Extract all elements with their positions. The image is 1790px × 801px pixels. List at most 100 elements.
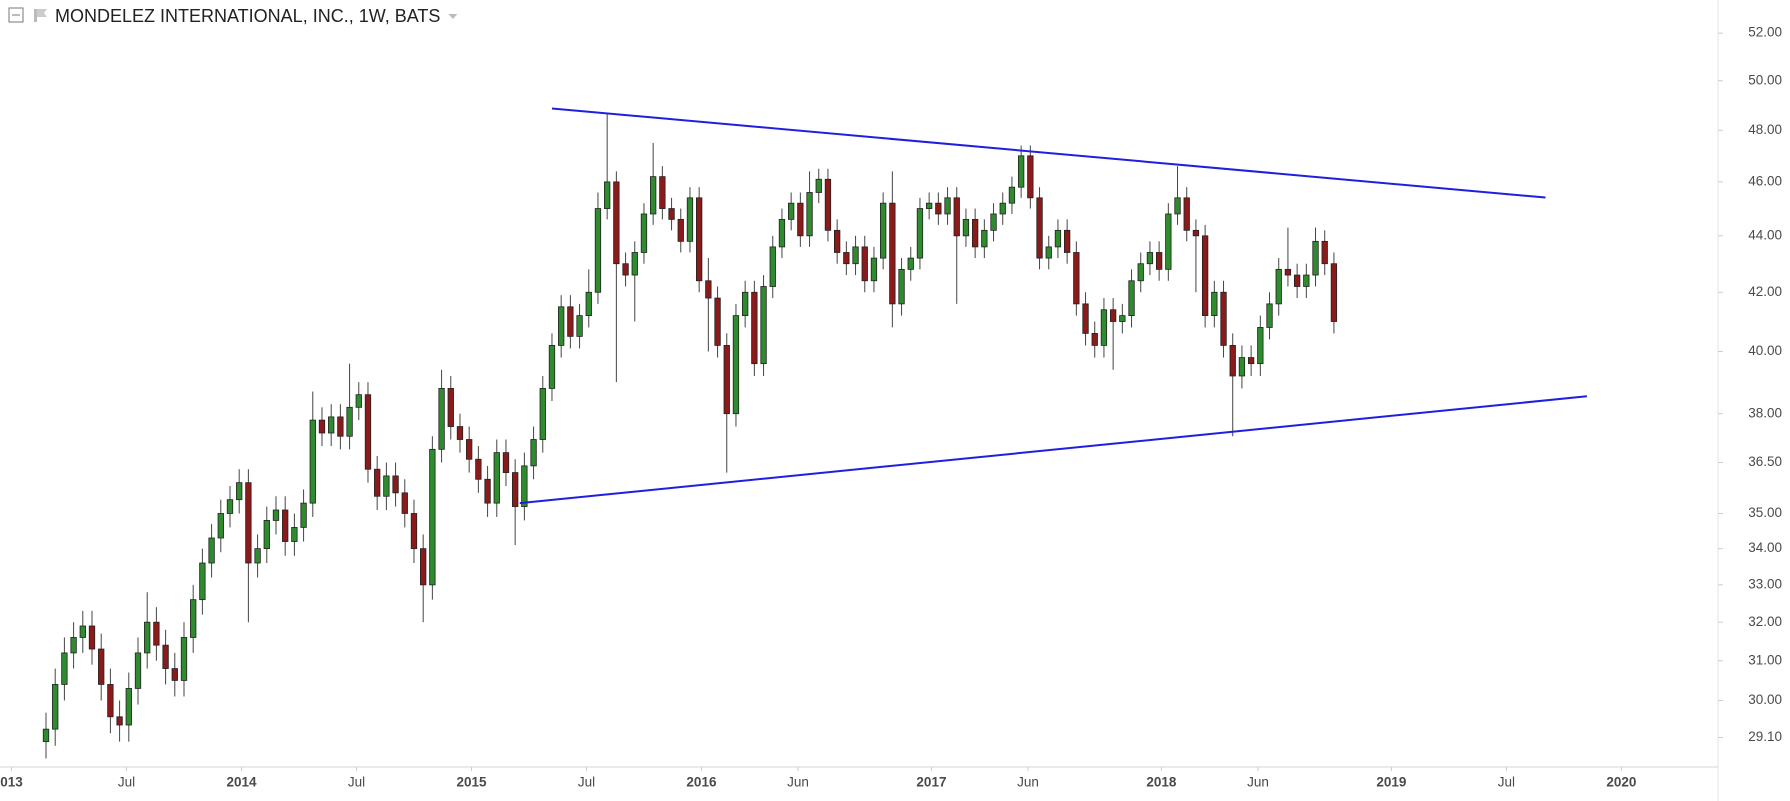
candle-body (788, 202, 795, 220)
candle-body (1211, 291, 1218, 317)
candle-body (585, 291, 592, 317)
x-tick-label: 2019 (1376, 775, 1406, 790)
dropdown-caret[interactable] (448, 14, 458, 19)
y-tick-label: 33.00 (1748, 576, 1782, 591)
candle-body (1238, 357, 1246, 377)
candle-body (604, 181, 611, 209)
x-tick-label: 2020 (1606, 775, 1636, 790)
flag-icon (37, 9, 47, 17)
candle-body (1266, 303, 1273, 328)
candle-body (355, 394, 362, 408)
candle-body (999, 202, 1006, 215)
candle-body (456, 426, 464, 440)
trend-line (519, 395, 1588, 505)
y-tick-label: 38.00 (1748, 405, 1782, 420)
y-tick-label: 40.00 (1748, 343, 1782, 358)
candle-body (898, 268, 905, 305)
candle-body (98, 648, 105, 685)
candle-body (134, 652, 142, 689)
candle-body (815, 178, 822, 193)
candle-body (852, 246, 859, 265)
candle-body (484, 478, 491, 504)
candle-body (714, 297, 721, 346)
x-tick-label: 2014 (226, 775, 257, 790)
candle-body (1229, 345, 1236, 377)
y-tick-label: 36.50 (1748, 454, 1782, 469)
candle-body (42, 728, 50, 743)
flag-pole (34, 9, 37, 22)
y-tick-label: 46.00 (1748, 173, 1782, 188)
candle-body (512, 472, 519, 507)
candle-body (1155, 252, 1163, 270)
candle-body (539, 388, 546, 440)
candle-body (199, 562, 206, 601)
candle-body (1082, 303, 1089, 334)
candle-body (769, 246, 776, 287)
y-tick-label: 32.00 (1748, 614, 1782, 629)
candle-body (953, 197, 960, 237)
candle-body (1174, 197, 1181, 215)
candle-body (824, 178, 832, 231)
x-tick-label: Jul (118, 775, 135, 790)
candle-body (613, 181, 620, 265)
candle-body (1165, 213, 1172, 270)
y-tick-label: 42.00 (1748, 284, 1782, 299)
candle-body (116, 716, 123, 726)
candle-body (236, 482, 243, 501)
candle-body (410, 513, 418, 550)
candle-body (530, 439, 537, 467)
candle-body (383, 475, 390, 497)
candle-body (576, 315, 583, 337)
candle-body (180, 637, 188, 681)
candle-body (1303, 274, 1310, 287)
candle-body (107, 684, 114, 718)
candle-body (594, 208, 602, 293)
candle-body (1146, 252, 1154, 265)
candle-body (732, 315, 740, 415)
candle-body (1284, 268, 1292, 276)
candle-body (364, 394, 372, 470)
candle-body (1091, 332, 1098, 346)
y-tick-label: 52.00 (1748, 25, 1782, 40)
candle-body (502, 452, 510, 473)
y-tick-label: 29.10 (1748, 729, 1782, 744)
candle-body (981, 229, 988, 248)
collapse-button[interactable] (8, 7, 24, 23)
candle-body (668, 208, 675, 220)
candle-body (226, 499, 234, 514)
candle-body (834, 229, 841, 253)
candle-body (916, 208, 924, 259)
candle-body (925, 202, 933, 209)
candle-body (1201, 235, 1209, 317)
candle-body (447, 388, 454, 427)
candle-body (650, 176, 657, 215)
candle-body (677, 218, 684, 242)
candle-body (1192, 229, 1200, 237)
candle-body (944, 197, 951, 215)
candle-body (144, 621, 151, 654)
x-tick-label: Jun (1247, 775, 1269, 790)
candle-body (558, 306, 565, 346)
candle-body (1321, 240, 1328, 265)
candle-body (778, 218, 786, 248)
candle-body (374, 468, 381, 497)
candle-body (990, 213, 997, 231)
candle-body (1100, 309, 1108, 346)
candle-body (1054, 229, 1062, 248)
candle-body (742, 291, 749, 317)
candle-body (907, 257, 914, 270)
x-tick-label: Jul (348, 775, 365, 790)
candle-body (760, 286, 767, 365)
candle-body (466, 439, 473, 460)
candle-body (300, 502, 307, 528)
candle-body (640, 213, 648, 253)
y-tick-label: 48.00 (1748, 122, 1782, 137)
candle-body (328, 416, 335, 434)
y-tick-label: 35.00 (1748, 505, 1782, 520)
candle-body (1045, 246, 1052, 259)
candle-body (79, 625, 86, 638)
candle-body (291, 527, 298, 542)
candle-body (751, 291, 758, 365)
candle-body (438, 388, 445, 450)
